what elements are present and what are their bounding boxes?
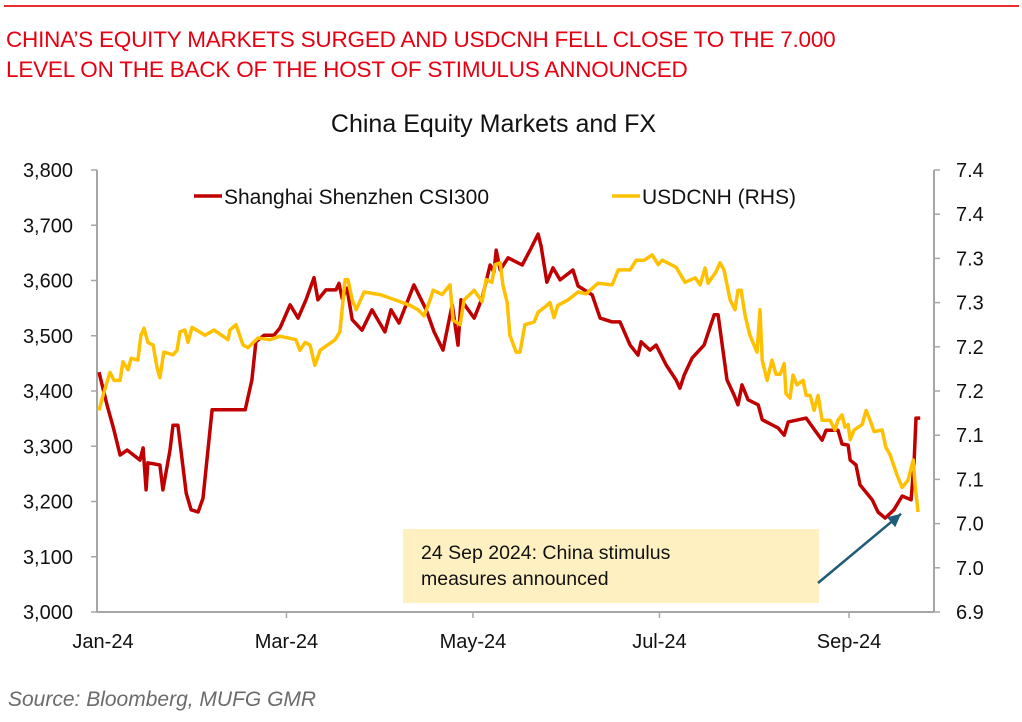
- annotation-arrow-line: [817, 512, 902, 584]
- top-rule: [4, 5, 1019, 7]
- right-tick-label: 7.4: [956, 160, 984, 182]
- x-tick-label: Mar-24: [255, 631, 318, 653]
- x-tick-label: Sep-24: [817, 631, 882, 653]
- left-tick-label: 3,200: [23, 492, 73, 514]
- headline-line-1: CHINA’S EQUITY MARKETS SURGED AND USDCNH…: [6, 27, 836, 52]
- legend-label-usdcnh: USDCNH (RHS): [642, 186, 796, 209]
- left-tick-label: 3,600: [23, 271, 73, 293]
- right-tick-label: 7.1: [956, 469, 984, 491]
- right-tick-label: 6.9: [956, 602, 984, 624]
- left-tick-label: 3,300: [23, 436, 73, 458]
- right-tick-label: 7.3: [956, 248, 984, 270]
- left-tick-label: 3,400: [23, 381, 73, 403]
- annotation-arrowhead-icon: [886, 513, 902, 528]
- left-tick-label: 3,100: [23, 547, 73, 569]
- annotation-box: [403, 529, 819, 603]
- right-tick-label: 7.0: [956, 558, 984, 580]
- series-line-csi300: [97, 232, 921, 520]
- left-tick-label: 3,700: [23, 215, 73, 237]
- right-tick-label: 7.3: [956, 293, 984, 315]
- annotation-line-1: 24 Sep 2024: China stimulus: [421, 542, 671, 564]
- left-tick-label: 3,800: [23, 160, 73, 182]
- left-tick-label: 3,000: [23, 602, 73, 624]
- right-tick-label: 7.1: [956, 425, 984, 447]
- x-tick-label: Jan-24: [72, 631, 133, 653]
- annotation-line-2: measures announced: [421, 568, 609, 590]
- x-tick-label: May-24: [440, 631, 507, 653]
- left-tick-label: 3,500: [23, 326, 73, 348]
- chart-title: China Equity Markets and FX: [330, 110, 657, 138]
- right-tick-label: 7.0: [956, 514, 984, 536]
- legend-label-csi300: Shanghai Shenzhen CSI300: [224, 186, 489, 209]
- series-line-usdcnh: [97, 253, 920, 513]
- source-note: Source: Bloomberg, MUFG GMR: [8, 688, 317, 711]
- right-tick-label: 7.2: [956, 381, 984, 403]
- right-tick-label: 7.4: [956, 204, 984, 226]
- headline-line-2: LEVEL ON THE BACK OF THE HOST OF STIMULU…: [6, 57, 688, 82]
- x-tick-label: Jul-24: [632, 631, 686, 653]
- right-tick-label: 7.2: [956, 337, 984, 359]
- headline: CHINA’S EQUITY MARKETS SURGED AND USDCNH…: [6, 25, 1016, 85]
